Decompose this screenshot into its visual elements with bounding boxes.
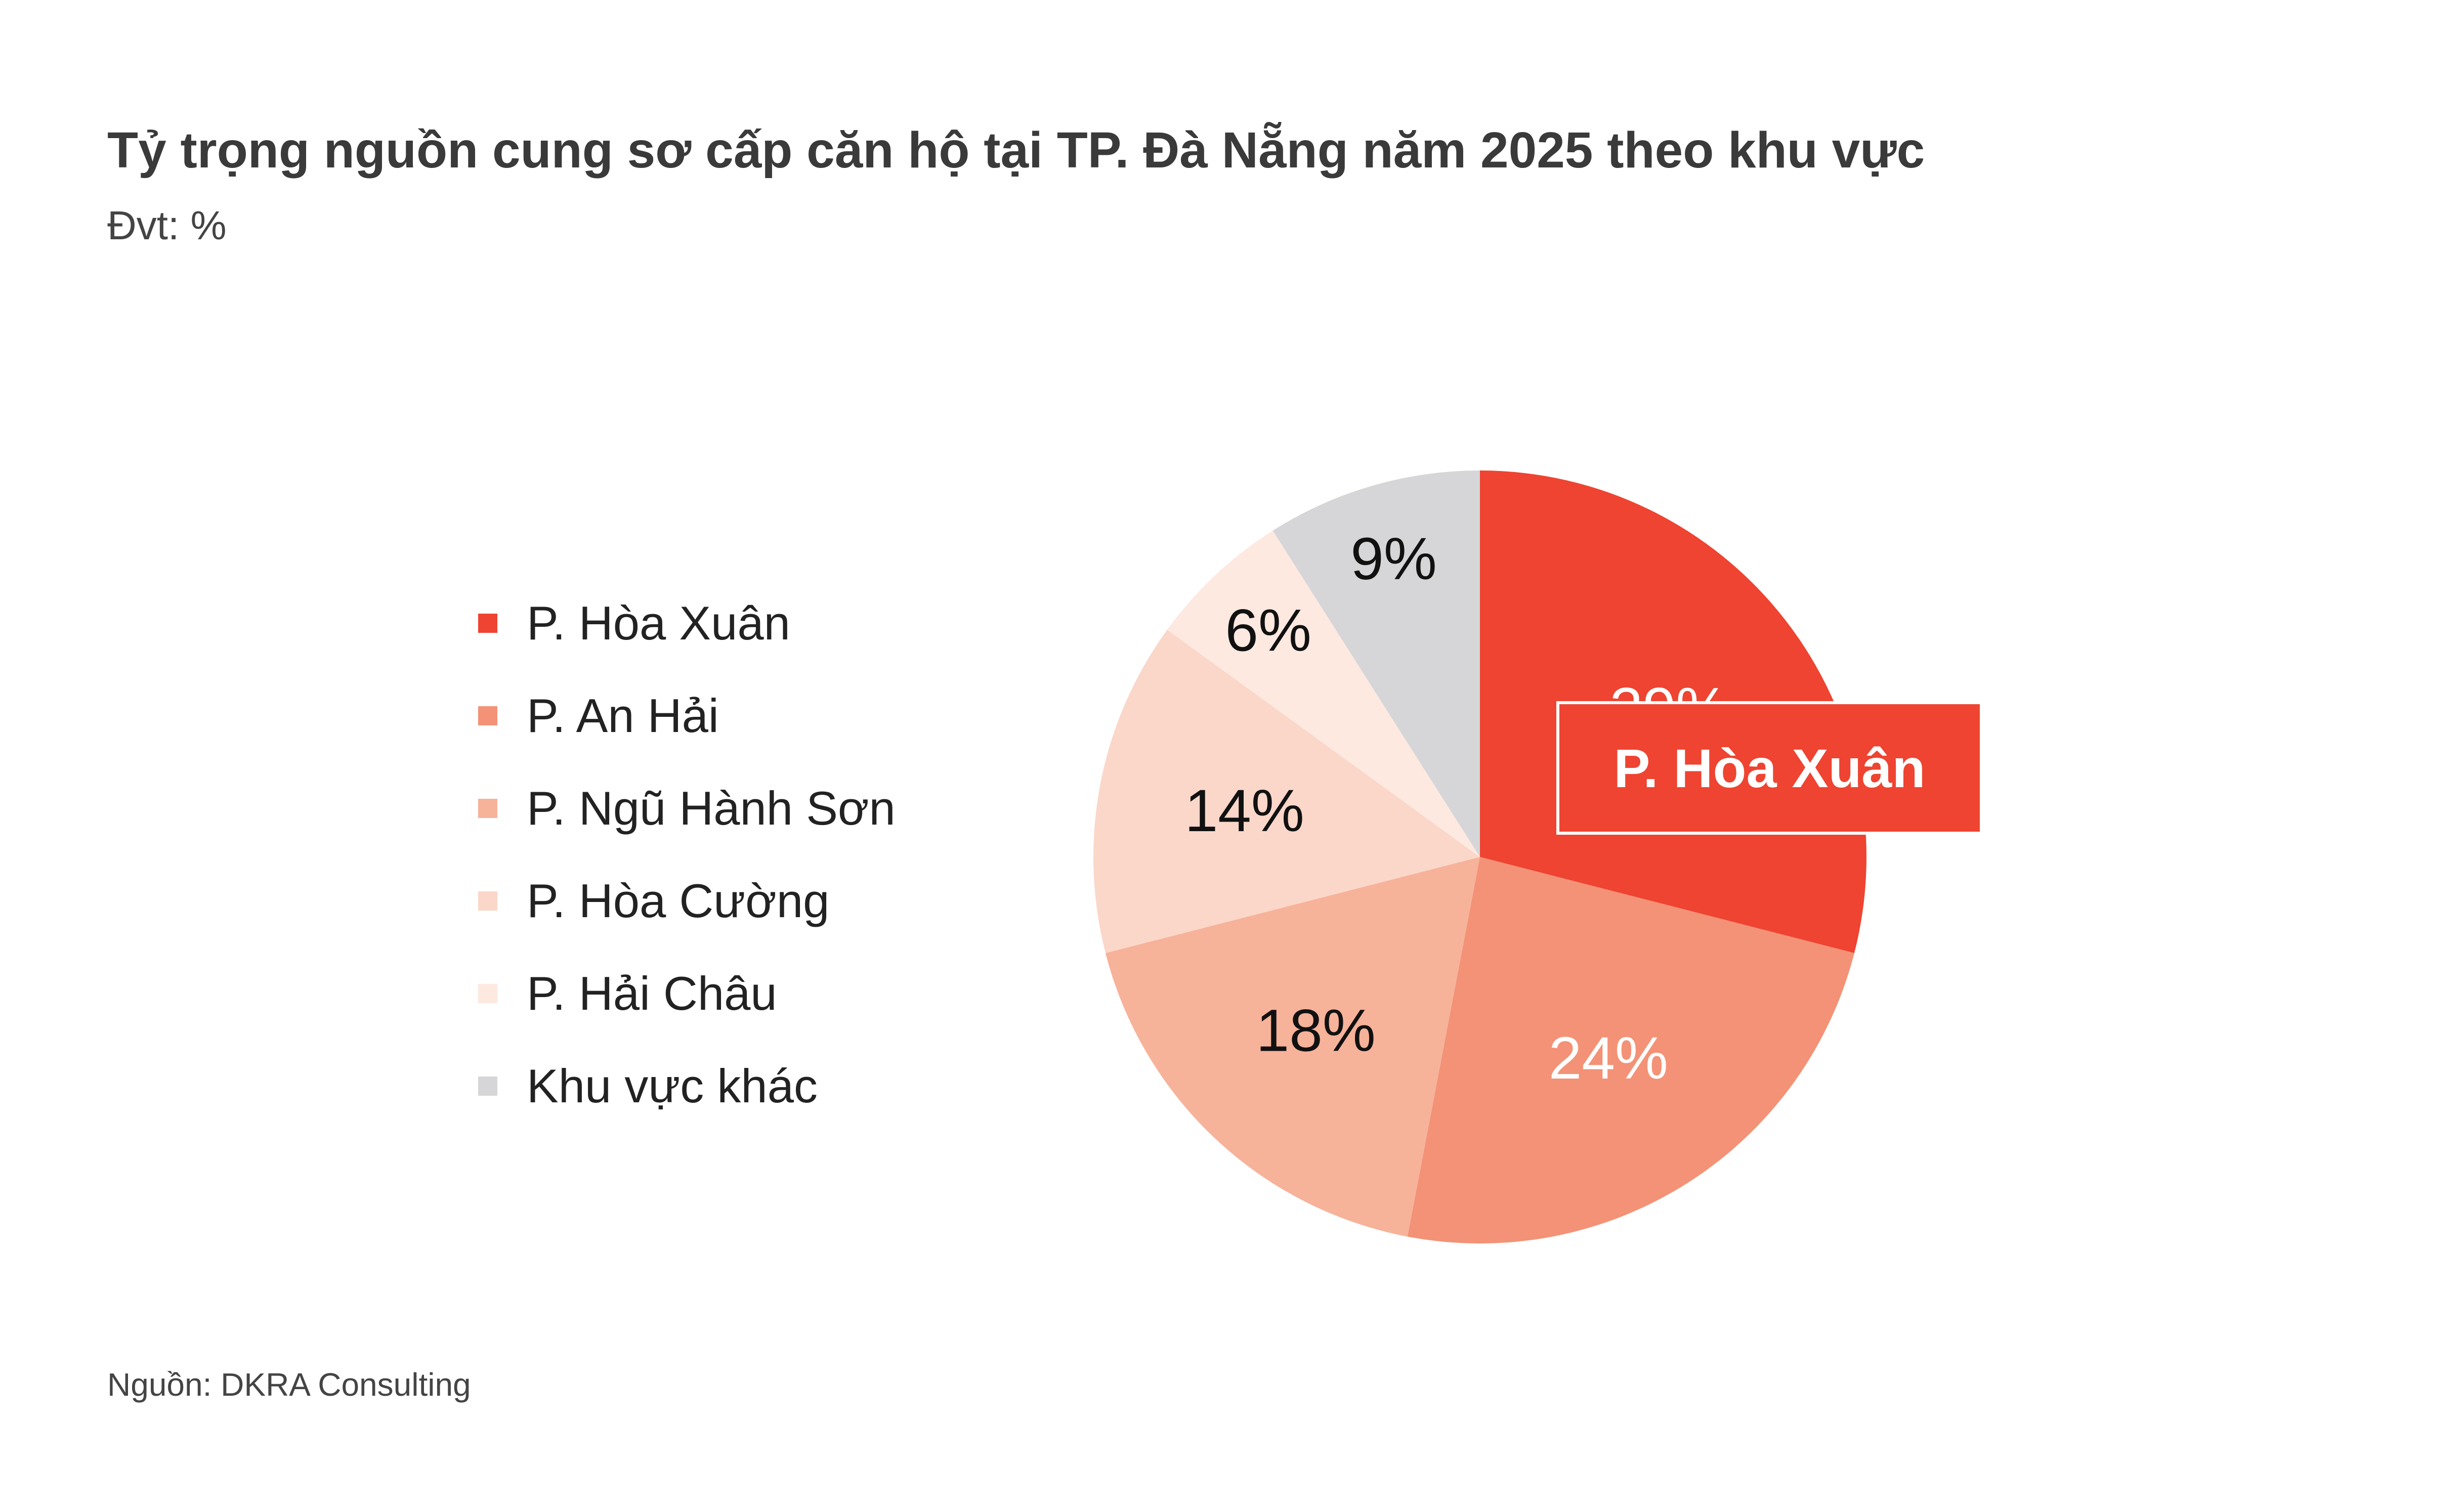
pie-slice <box>1106 857 1480 1237</box>
legend-label: P. Ngũ Hành Sơn <box>527 781 896 835</box>
legend-swatch <box>478 983 497 1003</box>
legend-item: P. Ngũ Hành Sơn <box>478 762 896 854</box>
legend-item: P. Hòa Cường <box>478 854 896 947</box>
legend-swatch <box>478 613 497 633</box>
slice-data-label: 9% <box>1350 526 1437 592</box>
pie-slice <box>1407 857 1854 1244</box>
legend-swatch <box>478 1076 497 1096</box>
pie-slice <box>1167 530 1480 857</box>
legend-label: P. Hải Châu <box>527 966 777 1020</box>
pie-slice <box>1093 629 1480 953</box>
slice-data-label: 6% <box>1225 597 1311 664</box>
legend-item: P. Hải Châu <box>478 947 896 1040</box>
source-note: Nguồn: DKRA Consulting <box>107 1366 471 1403</box>
unit-label: Đvt: % <box>107 203 227 248</box>
slice-data-label: 18% <box>1256 997 1376 1064</box>
legend-item: P. An Hải <box>478 669 896 762</box>
legend-label: P. An Hải <box>527 689 719 742</box>
legend-label: P. Hòa Xuân <box>527 596 790 650</box>
legend-swatch <box>478 706 497 725</box>
highlight-callout: P. Hòa Xuân <box>1556 701 1983 835</box>
legend-label: P. Hòa Cường <box>527 874 830 927</box>
legend-item: P. Hòa Xuân <box>478 577 896 669</box>
legend-swatch <box>478 891 497 911</box>
legend: P. Hòa Xuân P. An Hải P. Ngũ Hành Sơn P. Hò… <box>478 577 896 1132</box>
legend-item: Khu vực khác <box>478 1040 896 1132</box>
slice-data-label: 14% <box>1185 778 1304 844</box>
legend-label: Khu vực khác <box>527 1059 818 1112</box>
chart-title: Tỷ trọng nguồn cung sơ cấp căn hộ tại TP… <box>107 122 1925 179</box>
slice-data-label: 24% <box>1549 1025 1668 1092</box>
legend-swatch <box>478 798 497 818</box>
pie-slice <box>1272 470 1480 857</box>
